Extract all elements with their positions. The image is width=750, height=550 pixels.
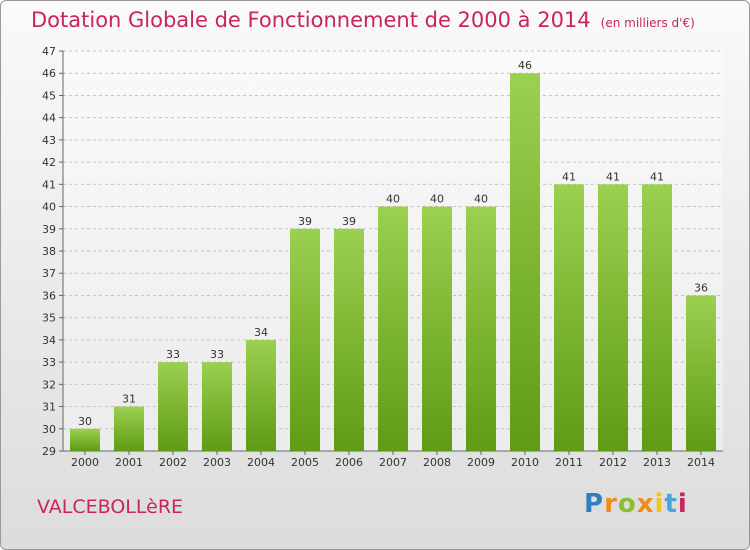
proxiti-logo: Proxiti — [584, 489, 688, 519]
x-tick-label: 2011 — [555, 456, 583, 469]
bar — [114, 406, 144, 451]
bar — [466, 206, 496, 451]
bar — [246, 339, 276, 451]
bar-value-label: 33 — [166, 348, 180, 361]
y-tick-label: 35 — [42, 312, 56, 325]
bar-value-label: 33 — [210, 348, 224, 361]
x-tick-label: 2008 — [423, 456, 451, 469]
y-tick-label: 31 — [42, 401, 56, 414]
bar — [686, 295, 716, 451]
bar — [642, 184, 672, 452]
bar — [378, 206, 408, 451]
bar — [554, 184, 584, 452]
bar-value-label: 30 — [78, 415, 92, 428]
bar-value-label: 46 — [518, 59, 532, 72]
bar-value-label: 34 — [254, 326, 268, 339]
bar-value-label: 41 — [606, 170, 620, 183]
y-tick-label: 44 — [42, 112, 56, 125]
x-tick-label: 2000 — [71, 456, 99, 469]
x-tick-label: 2010 — [511, 456, 539, 469]
title-unit: (en milliers d'€) — [600, 16, 695, 30]
bar — [290, 228, 320, 451]
x-tick-label: 2012 — [599, 456, 627, 469]
y-tick-label: 38 — [42, 245, 56, 258]
commune-name: VALCEBOLLèRE — [37, 496, 184, 518]
y-tick-label: 39 — [42, 223, 56, 236]
bar-value-label: 36 — [694, 281, 708, 294]
x-tick-label: 2007 — [379, 456, 407, 469]
x-tick-label: 2013 — [643, 456, 671, 469]
y-tick-label: 42 — [42, 156, 56, 169]
y-tick-label: 32 — [42, 378, 56, 391]
bar-value-label: 39 — [298, 215, 312, 228]
x-tick-label: 2009 — [467, 456, 495, 469]
bar — [598, 184, 628, 452]
x-tick-label: 2006 — [335, 456, 363, 469]
chart-title: Dotation Globale de Fonctionnement de 20… — [31, 8, 695, 32]
y-tick-label: 29 — [42, 445, 56, 458]
x-tick-label: 2014 — [687, 456, 715, 469]
y-tick-label: 36 — [42, 289, 56, 302]
y-tick-label: 47 — [42, 45, 56, 58]
bar — [70, 428, 100, 451]
bar — [202, 362, 232, 451]
bar-value-label: 41 — [650, 170, 664, 183]
y-tick-label: 30 — [42, 423, 56, 436]
bar — [510, 73, 540, 451]
bar-value-label: 31 — [122, 393, 136, 406]
y-tick-label: 37 — [42, 267, 56, 280]
x-tick-label: 2004 — [247, 456, 275, 469]
x-tick-label: 2005 — [291, 456, 319, 469]
bar-value-label: 40 — [386, 193, 400, 206]
bar — [422, 206, 452, 451]
bar-value-label: 41 — [562, 170, 576, 183]
x-tick-label: 2002 — [159, 456, 187, 469]
bar — [334, 228, 364, 451]
y-tick-label: 43 — [42, 134, 56, 147]
y-tick-label: 45 — [42, 89, 56, 102]
bar — [158, 362, 188, 451]
y-tick-label: 33 — [42, 356, 56, 369]
x-tick-label: 2003 — [203, 456, 231, 469]
y-tick-label: 46 — [42, 67, 56, 80]
y-tick-label: 40 — [42, 201, 56, 214]
bar-value-label: 40 — [474, 193, 488, 206]
y-tick-label: 34 — [42, 334, 56, 347]
title-text: Dotation Globale de Fonctionnement de 20… — [31, 8, 591, 32]
x-tick-label: 2001 — [115, 456, 143, 469]
y-tick-label: 41 — [42, 178, 56, 191]
bar-value-label: 39 — [342, 215, 356, 228]
bar-value-label: 40 — [430, 193, 444, 206]
